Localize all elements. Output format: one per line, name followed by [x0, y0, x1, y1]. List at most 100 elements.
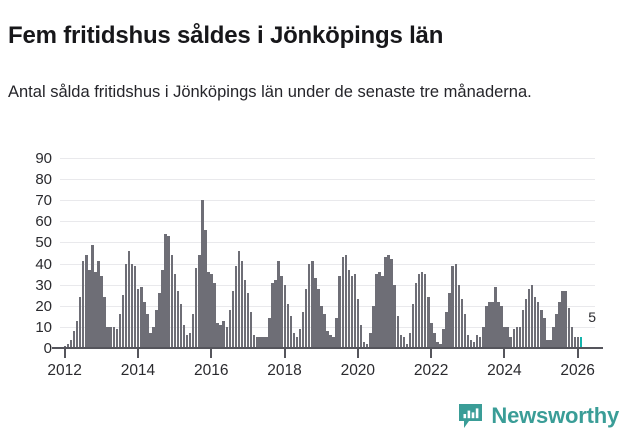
bar	[88, 269, 91, 348]
bar	[512, 329, 516, 348]
bar	[381, 276, 384, 348]
bar	[509, 337, 512, 348]
bar	[158, 293, 161, 348]
bar	[155, 310, 158, 348]
x-axis-tick	[576, 349, 579, 358]
bar	[213, 282, 216, 348]
bar	[173, 274, 177, 348]
bar	[485, 305, 488, 348]
bar	[463, 314, 467, 348]
bar	[494, 286, 497, 348]
y-axis-tick-label: 70	[35, 192, 52, 210]
bar	[286, 303, 290, 348]
bar	[558, 301, 561, 348]
bar	[130, 263, 134, 348]
bar	[259, 337, 262, 348]
bar	[387, 255, 390, 348]
bar	[277, 261, 280, 348]
newsworthy-logo-text: Newsworthy	[491, 402, 619, 428]
bar	[280, 276, 283, 348]
bar	[540, 310, 543, 348]
bar	[543, 318, 546, 348]
bar	[515, 326, 519, 348]
bar	[100, 276, 103, 348]
bar	[451, 265, 454, 348]
bar	[97, 261, 100, 348]
x-axis-tick	[503, 349, 506, 358]
gridline	[60, 221, 595, 223]
bar	[460, 299, 464, 348]
bar	[478, 337, 482, 348]
y-axis-tick-label: 60	[35, 213, 52, 231]
newsworthy-logo[interactable]: Newsworthy	[457, 402, 619, 429]
bar	[561, 291, 564, 348]
bar	[167, 236, 170, 348]
bar	[472, 341, 476, 348]
bar	[198, 255, 201, 348]
bar	[521, 310, 525, 348]
bar	[353, 274, 357, 348]
bar	[491, 301, 494, 348]
x-axis-tick-label: 2016	[193, 362, 229, 379]
gridline	[60, 242, 595, 244]
bar	[433, 333, 436, 348]
bar	[81, 261, 85, 348]
y-axis-labels: 0 10 20 30 40 50 60 70 80 90	[0, 140, 52, 366]
bar	[552, 326, 555, 348]
bar	[329, 335, 332, 348]
x-axis-tick-label: 2012	[47, 362, 82, 379]
bar	[237, 250, 241, 348]
bar	[176, 291, 180, 348]
x-axis-tick-label: 2022	[413, 362, 449, 379]
bar	[143, 301, 146, 348]
bar-series	[60, 158, 595, 348]
bar	[393, 284, 396, 348]
bar	[182, 324, 186, 348]
x-axis-tick	[136, 349, 139, 358]
bar	[161, 269, 164, 348]
bar	[94, 272, 97, 348]
bar	[314, 278, 317, 348]
bar	[570, 326, 574, 348]
bar	[271, 282, 274, 348]
x-axis-ticks	[0, 349, 631, 359]
bar	[384, 257, 387, 348]
bar	[390, 259, 393, 348]
bar	[320, 305, 323, 348]
y-axis-tick-label: 20	[35, 297, 52, 315]
bar	[546, 339, 549, 348]
bar	[301, 312, 305, 348]
bar	[356, 299, 360, 348]
bar	[439, 343, 442, 348]
bar	[344, 255, 348, 348]
footer: Newsworthy	[0, 398, 631, 439]
bar	[121, 295, 125, 348]
bar	[152, 326, 155, 348]
bar	[350, 276, 354, 348]
bar	[311, 261, 314, 348]
y-axis-tick-label: 40	[35, 255, 52, 273]
bar	[573, 337, 577, 348]
bar	[307, 263, 311, 348]
bar	[298, 329, 302, 348]
bar	[85, 255, 88, 348]
gridline	[60, 179, 595, 181]
bar	[405, 343, 409, 348]
x-axis-tick-label: 2020	[340, 362, 376, 379]
bar	[136, 288, 140, 348]
y-axis-tick-label: 30	[35, 276, 52, 294]
x-axis-tick	[430, 349, 433, 358]
bar	[106, 326, 109, 348]
x-axis-line	[52, 347, 603, 349]
bar	[396, 316, 399, 348]
bar	[304, 288, 308, 348]
bar	[488, 301, 491, 348]
bar	[112, 326, 116, 348]
bar	[191, 314, 195, 348]
bar	[289, 316, 293, 348]
bar	[72, 331, 76, 348]
bar	[414, 282, 418, 348]
bar	[555, 314, 558, 348]
bar	[268, 318, 271, 348]
bar	[234, 265, 238, 348]
